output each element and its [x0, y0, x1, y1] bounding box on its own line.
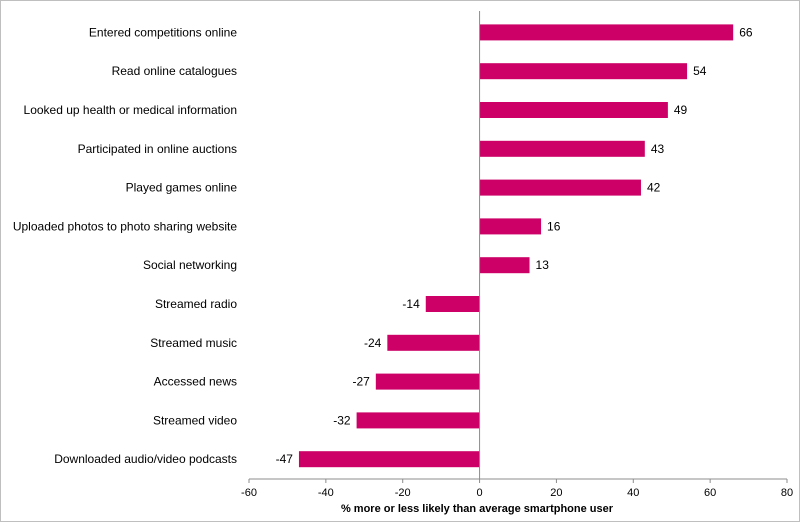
value-label: 16: [547, 219, 561, 233]
bar: [479, 24, 734, 41]
category-label: Entered competitions online: [89, 25, 237, 39]
value-label: 49: [674, 103, 688, 117]
category-label: Downloaded audio/video podcasts: [54, 452, 237, 466]
bar: [479, 257, 530, 274]
value-label: -24: [364, 336, 382, 350]
value-label: -14: [402, 297, 420, 311]
x-tick-label: -40: [318, 487, 334, 499]
value-label: -47: [276, 452, 294, 466]
value-labels: 66 54 49 43 42 16 13 -14 -24 -27 -32 -47: [276, 25, 753, 466]
category-label: Social networking: [143, 258, 237, 272]
bar: [479, 179, 641, 196]
x-tick-label: 60: [704, 487, 716, 499]
category-labels: Entered competitions online Read online c…: [13, 25, 237, 466]
category-label: Accessed news: [154, 375, 237, 389]
x-axis: -60 -40 -20 0 20 40 60 80: [241, 11, 793, 499]
bars: [298, 24, 734, 468]
value-label: 42: [647, 181, 661, 195]
value-label: 66: [739, 25, 753, 39]
category-label: Looked up health or medical information: [24, 103, 237, 117]
bar: [479, 63, 688, 80]
bar: [356, 412, 480, 429]
value-label: 13: [536, 258, 550, 272]
bar: [425, 296, 480, 312]
value-label: 43: [651, 142, 665, 156]
category-label: Streamed music: [150, 336, 237, 350]
x-tick-label: 40: [627, 487, 639, 499]
x-tick-label: 20: [550, 487, 562, 499]
x-axis-title: % more or less likely than average smart…: [341, 503, 614, 515]
x-tick-label: 0: [477, 487, 483, 499]
category-label: Streamed radio: [155, 297, 237, 311]
value-label: -27: [352, 375, 370, 389]
x-tick-label: 80: [781, 487, 793, 499]
bar: [387, 334, 480, 351]
category-label: Read online catalogues: [112, 64, 237, 78]
category-label: Participated in online auctions: [78, 142, 237, 156]
value-label: -32: [333, 413, 351, 427]
bar: [479, 102, 668, 118]
x-tick-label: -20: [395, 487, 411, 499]
x-tick-label: -60: [241, 487, 257, 499]
category-label: Played games online: [126, 181, 238, 195]
bar: [298, 451, 480, 468]
category-label: Uploaded photos to photo sharing website: [13, 219, 237, 233]
value-label: 54: [693, 64, 707, 78]
bar: [375, 373, 480, 390]
bar: [479, 140, 645, 157]
category-label: Streamed video: [153, 413, 237, 427]
bar: [479, 218, 542, 235]
